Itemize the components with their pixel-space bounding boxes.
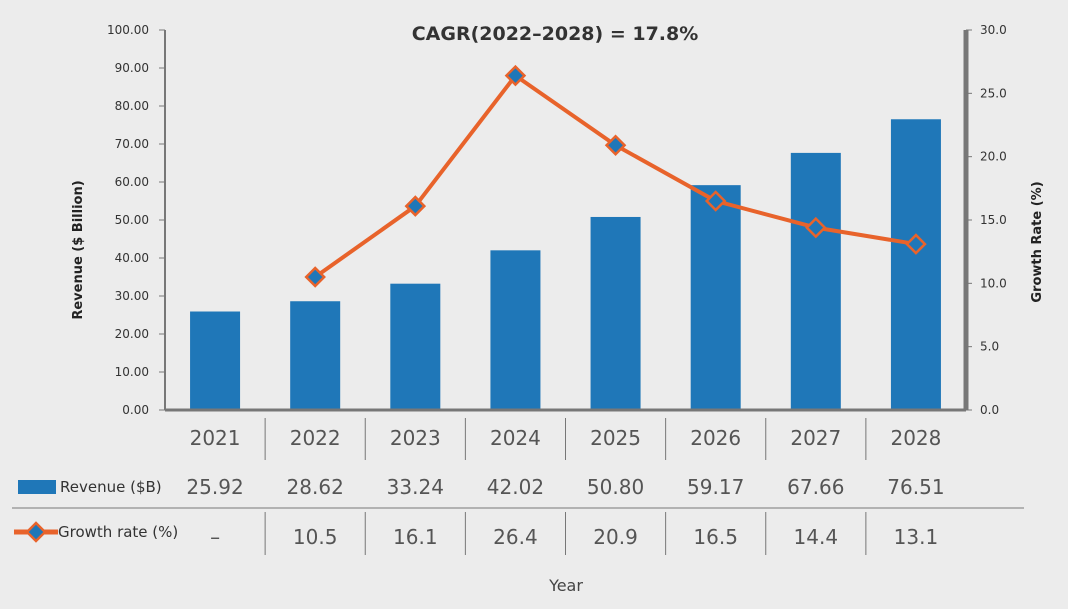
growth-cell: 20.9 [593,525,638,549]
category-label: 2028 [890,426,941,450]
y2-tick-label: 0.0 [980,403,999,417]
growth-point-2028 [905,233,927,255]
y-tick-label: 10.00 [115,365,149,379]
growth-cell: 14.4 [794,525,839,549]
y2-tick-label: 5.0 [980,340,999,354]
growth-point-2027 [805,216,827,239]
category-label: 2025 [590,426,641,450]
y-tick-label: 90.00 [115,61,149,75]
y2-tick-label: 15.0 [980,213,1007,227]
growth-cell: 13.1 [894,525,939,549]
x-axis-title: Year [548,576,583,595]
y2-axis-title: Growth Rate (%) [1030,181,1045,302]
revenue-cell: 25.92 [186,475,243,499]
bar-2023 [390,283,441,410]
growth-point-2026 [704,190,727,212]
y-tick-label: 20.00 [115,327,149,341]
bar-2021 [190,311,241,410]
bar-2028 [890,119,941,411]
y-tick-label: 40.00 [115,251,149,265]
growth-point-2023 [404,195,427,217]
y2-tick-label: 10.0 [980,276,1007,290]
revenue-cell: 42.02 [487,475,544,499]
bar-2027 [790,152,841,410]
bar-2022 [290,301,341,410]
revenue-cell: 33.24 [387,475,444,499]
growth-cell: 26.4 [493,525,538,549]
category-label: 2021 [190,426,241,450]
category-label: 2023 [390,426,441,450]
revenue-cell: 76.51 [887,475,944,499]
plot-area: 0.00 10.00 20.00 30.00 40.00 50.00 60.00 70.00 8… [12,23,1024,555]
legend-growth-label: Growth rate (%) [58,523,178,541]
y2-tick-label: 20.0 [980,150,1007,164]
legend-revenue-label: Revenue ($B) [60,478,162,496]
y-tick-label: 50.00 [115,213,149,227]
category-label: 2027 [790,426,841,450]
growth-cell: 10.5 [293,525,338,549]
growth-point-2022 [304,266,326,288]
bar-2026 [690,185,741,410]
bar-2024 [490,250,541,410]
growth-point-2024 [504,64,527,87]
y-tick-label: 80.00 [115,99,149,113]
category-label: 2026 [690,426,741,450]
legend-revenue-swatch [18,480,56,494]
category-label: 2022 [290,426,341,450]
bar-2025 [590,216,641,410]
y2-tick-label: 25.0 [980,86,1007,100]
growth-point-2025 [604,134,627,157]
y-tick-label: 70.00 [115,137,149,151]
y-tick-label: 0.00 [122,403,149,417]
y-tick-label: 30.00 [115,289,149,303]
growth-cell: 16.5 [693,525,738,549]
y2-tick-label: 30.0 [980,23,1007,37]
y-axis-title: Revenue ($ Billion) [71,180,86,319]
revenue-cell: 50.80 [587,475,644,499]
revenue-cell: 59.17 [687,475,744,499]
category-label: 2024 [490,426,541,450]
y-tick-label: 100.00 [107,23,149,37]
revenue-cell: 28.62 [287,475,344,499]
growth-cell: – [210,525,220,549]
chart-title: CAGR(2022–2028) = 17.8% [412,23,699,45]
legend-growth-marker [25,521,47,543]
y-tick-label: 60.00 [115,175,149,189]
revenue-cell: 67.66 [787,475,844,499]
growth-cell: 16.1 [393,525,438,549]
